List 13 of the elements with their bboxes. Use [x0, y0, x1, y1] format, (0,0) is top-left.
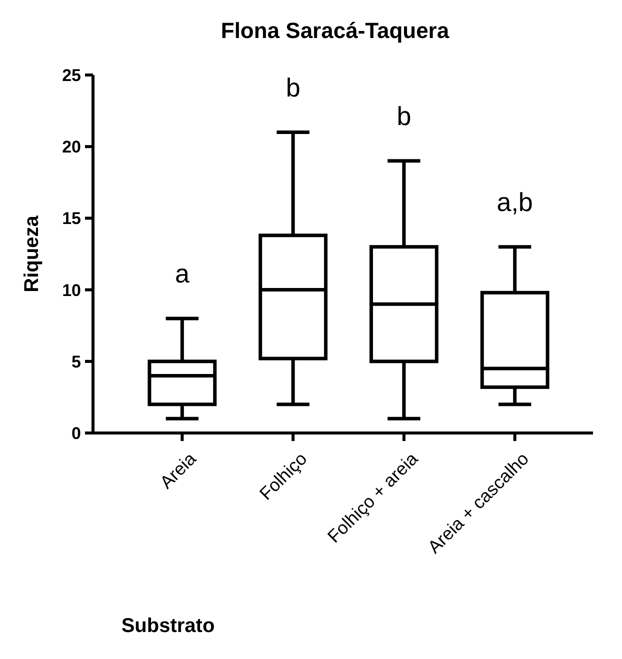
- y-tick-label: 25: [62, 66, 81, 85]
- y-axis-title: Riqueza: [21, 214, 43, 292]
- chart-title: Flona Saracá-Taquera: [220, 18, 450, 43]
- x-axis-title: Substrato: [121, 615, 215, 637]
- annotation: b: [396, 101, 412, 132]
- annotation: b: [286, 72, 300, 102]
- annotation: a: [174, 258, 190, 289]
- y-tick-label: 10: [62, 280, 81, 300]
- y-tick-label: 20: [62, 138, 81, 157]
- y-tick-label: 15: [62, 209, 81, 228]
- y-tick-label: 5: [72, 352, 81, 372]
- y-tick-label: 0: [72, 424, 81, 443]
- annotation: a,b: [496, 186, 533, 217]
